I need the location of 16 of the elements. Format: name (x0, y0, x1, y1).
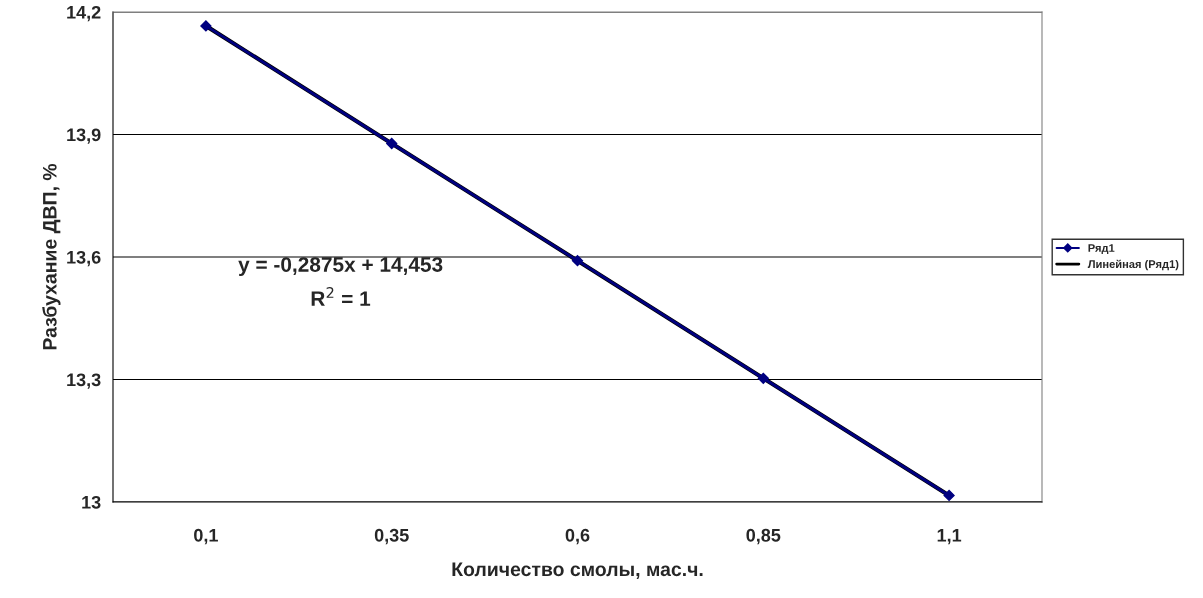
x-tick-label: 0,1 (194, 528, 218, 545)
y-axis-title: Разбухание ДВП, % (42, 163, 61, 350)
x-axis-title: Количество смолы, мас.ч. (452, 562, 703, 579)
x-tick-label: 0,85 (746, 528, 781, 545)
y-tick-label: 13,6 (67, 250, 101, 267)
y-tick-label: 13,3 (67, 373, 101, 389)
annotation: R$^{2}$ = 1 (311, 287, 371, 306)
x-tick-label: 0,6 (565, 528, 590, 545)
y-tick-label: 14,2 (67, 5, 101, 22)
annotation: y = -0,2875x + 14,453 (238, 257, 443, 277)
legend-label: Линейная (Ряд1) (1087, 259, 1179, 271)
legend-label: Ряд1 (1088, 244, 1115, 255)
y-tick-label: 13,9 (67, 128, 101, 144)
y-tick-label: 13 (82, 495, 101, 509)
x-tick-label: 1,1 (937, 529, 962, 545)
x-tick-label: 0,35 (374, 528, 409, 545)
